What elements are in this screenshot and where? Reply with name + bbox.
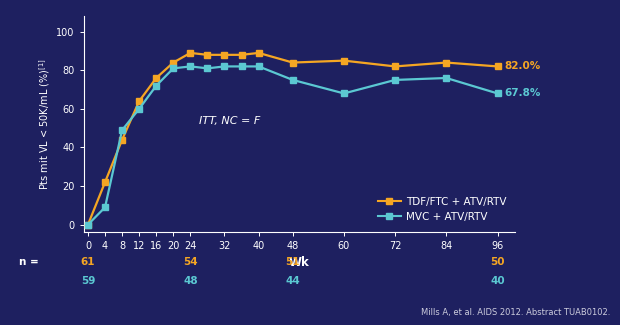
Text: 44: 44	[285, 276, 300, 286]
Text: Mills A, et al. AIDS 2012. Abstract TUAB0102.: Mills A, et al. AIDS 2012. Abstract TUAB…	[422, 308, 611, 317]
Legend: TDF/FTC + ATV/RTV, MVC + ATV/RTV: TDF/FTC + ATV/RTV, MVC + ATV/RTV	[374, 194, 510, 225]
Text: 59: 59	[81, 276, 95, 286]
Text: n =: n =	[19, 257, 38, 267]
Text: 82.0%: 82.0%	[504, 61, 540, 72]
Text: 67.8%: 67.8%	[504, 88, 540, 98]
Text: 50: 50	[490, 257, 505, 267]
Text: 51: 51	[285, 257, 300, 267]
Text: 54: 54	[183, 257, 198, 267]
Text: 40: 40	[490, 276, 505, 286]
Text: ITT, NC = F: ITT, NC = F	[199, 116, 260, 126]
Y-axis label: Pts mit VL < 50K/mL (%)$^{[1]}$: Pts mit VL < 50K/mL (%)$^{[1]}$	[37, 58, 52, 190]
Text: 61: 61	[81, 257, 95, 267]
Text: 48: 48	[183, 276, 198, 286]
X-axis label: Wk: Wk	[289, 255, 309, 268]
